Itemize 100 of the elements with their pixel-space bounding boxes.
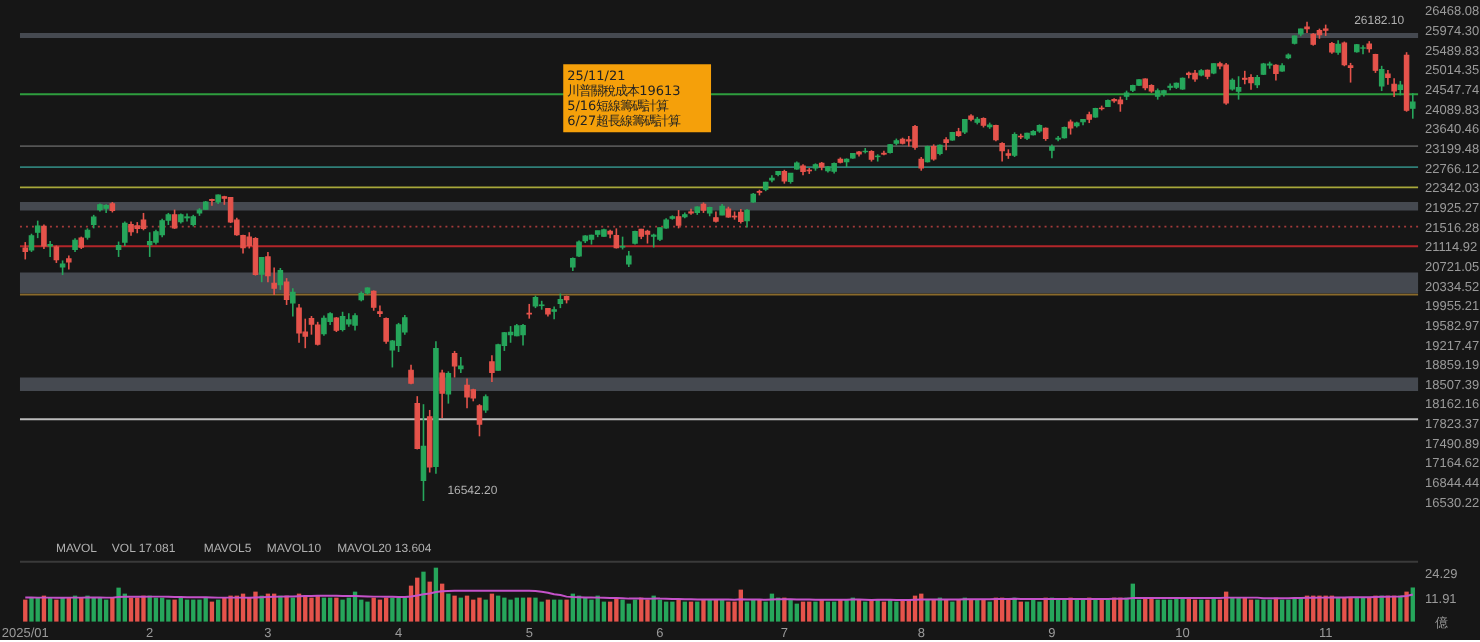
bar xyxy=(956,599,961,622)
candlestick xyxy=(146,231,153,258)
bar xyxy=(464,595,470,622)
bar xyxy=(968,599,974,622)
candlestick xyxy=(482,393,489,414)
bar xyxy=(539,601,544,622)
bar xyxy=(1335,597,1341,622)
candlestick xyxy=(445,370,452,405)
bar xyxy=(1342,597,1347,622)
bar xyxy=(1155,599,1160,622)
bar xyxy=(1373,595,1378,622)
bar xyxy=(900,599,905,622)
bar xyxy=(402,597,407,622)
bar xyxy=(141,595,146,622)
bar xyxy=(1286,599,1291,622)
bar xyxy=(1012,597,1017,622)
bar xyxy=(663,601,669,622)
candlestick xyxy=(1360,44,1366,56)
bar xyxy=(1118,597,1123,622)
bar xyxy=(981,599,986,622)
bar xyxy=(1167,599,1173,622)
candlestick xyxy=(41,223,47,250)
bar xyxy=(197,599,202,622)
bar xyxy=(446,593,451,622)
bar xyxy=(1074,599,1079,622)
bar xyxy=(695,601,700,622)
bar xyxy=(327,597,333,622)
bar xyxy=(1062,599,1067,622)
bar xyxy=(365,601,370,622)
candlestick xyxy=(1242,70,1248,86)
bar xyxy=(477,597,482,622)
bar xyxy=(209,601,215,622)
bar xyxy=(172,599,177,622)
candlestick xyxy=(258,256,265,284)
bar xyxy=(551,599,557,622)
bar xyxy=(1006,599,1011,622)
bar xyxy=(626,603,631,622)
candlestick xyxy=(675,209,682,230)
bar xyxy=(788,599,793,622)
bar xyxy=(483,599,488,622)
bar xyxy=(222,597,227,622)
bar xyxy=(1354,597,1359,622)
bar xyxy=(359,599,364,622)
bar xyxy=(178,597,183,622)
candlestick xyxy=(370,289,377,312)
bar xyxy=(869,599,874,622)
bar xyxy=(340,599,345,622)
bar xyxy=(925,599,930,622)
bar xyxy=(1230,597,1235,622)
bar xyxy=(1174,597,1179,622)
bar xyxy=(1018,601,1023,622)
candlestick xyxy=(912,124,918,151)
bar xyxy=(1024,601,1030,622)
bar xyxy=(203,597,208,622)
bar xyxy=(831,601,837,622)
bar xyxy=(514,597,519,622)
candlestick xyxy=(171,208,178,230)
bar xyxy=(390,597,395,622)
bar xyxy=(1093,599,1098,622)
bar xyxy=(110,597,115,622)
bar xyxy=(763,601,768,622)
candlestick xyxy=(458,356,464,374)
bar xyxy=(421,571,426,622)
bar xyxy=(184,599,190,622)
bar xyxy=(987,601,992,622)
bar xyxy=(950,601,955,622)
bar xyxy=(290,597,295,622)
bar xyxy=(253,591,258,622)
bar xyxy=(838,599,843,622)
bar xyxy=(29,597,34,622)
bar xyxy=(458,597,463,622)
bar xyxy=(153,597,159,622)
bar xyxy=(215,599,221,622)
bar xyxy=(1055,599,1061,622)
bar xyxy=(85,595,90,622)
candlestick xyxy=(1223,62,1229,106)
candlestick xyxy=(999,141,1005,163)
bar xyxy=(589,599,594,622)
bar xyxy=(583,597,588,622)
bar xyxy=(1099,599,1104,622)
bar xyxy=(284,595,289,622)
bar xyxy=(1199,599,1204,622)
bar xyxy=(1236,597,1241,622)
bar xyxy=(228,595,233,622)
bar xyxy=(23,599,28,622)
bar xyxy=(676,599,681,622)
bar xyxy=(309,597,314,622)
candlestick xyxy=(1167,82,1173,92)
bar xyxy=(1248,599,1254,622)
bar xyxy=(800,601,806,622)
bar xyxy=(97,597,103,622)
bar xyxy=(1180,597,1185,622)
bar xyxy=(1279,599,1285,622)
candlestick xyxy=(1385,69,1391,86)
bar xyxy=(116,587,121,622)
bar xyxy=(1217,599,1223,622)
bar xyxy=(1317,595,1322,622)
bar xyxy=(321,597,327,622)
bar xyxy=(632,599,638,622)
bar xyxy=(614,597,619,622)
